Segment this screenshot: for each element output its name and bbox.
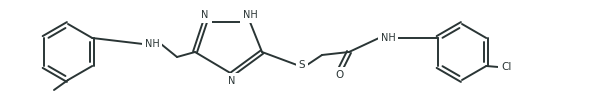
Text: O: O: [336, 70, 344, 80]
Text: NH: NH: [144, 39, 159, 49]
Text: S: S: [299, 60, 305, 70]
Text: NH: NH: [243, 10, 258, 20]
Text: N: N: [229, 76, 236, 86]
Text: NH: NH: [381, 33, 395, 43]
Text: N: N: [201, 10, 209, 20]
Text: Cl: Cl: [501, 62, 511, 72]
